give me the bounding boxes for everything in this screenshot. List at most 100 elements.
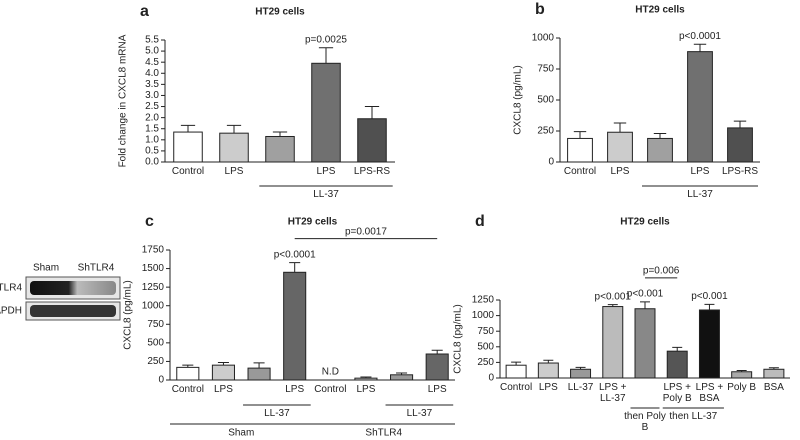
bar: [505, 364, 527, 379]
x-tick-label: LPS-RS: [353, 166, 391, 177]
bar: [354, 377, 378, 381]
blot-band: [30, 281, 116, 295]
y-axis-label: Fold change in CXCL8 mRNA: [118, 34, 129, 167]
error-bar: [318, 47, 334, 64]
bar: [698, 309, 720, 379]
y-tick-label: 2.0: [145, 112, 159, 123]
bar: [283, 271, 307, 381]
x-tick-label: LPS + Poly B: [662, 382, 692, 404]
x-tick-label: LL-37: [567, 382, 594, 393]
bar: [176, 366, 200, 381]
y-tick-label: 4.0: [145, 68, 159, 79]
error-bar: [289, 262, 301, 273]
x-tick-label: LPS + BSA: [695, 382, 724, 404]
blot-lane-label: ShTLR4: [78, 263, 115, 274]
value-label: N.D: [322, 367, 339, 378]
x-tick-label: Control: [171, 384, 204, 395]
x-tick-label-box: LPS: [224, 166, 244, 177]
bar: [537, 362, 559, 379]
bar: [634, 308, 656, 379]
group-label-box: LL-37: [406, 408, 433, 419]
x-tick-label-box: Poly B: [727, 382, 756, 393]
x-tick-label: Control: [499, 382, 533, 393]
group-label-box: LL-37: [264, 408, 290, 419]
error-bar: [613, 122, 627, 133]
x-tick-label: Control: [314, 384, 347, 395]
chart-title: HT29 cells: [255, 7, 305, 18]
y-tick-label: 2.5: [145, 101, 159, 112]
x-tick-label-box: LPS: [611, 166, 630, 177]
y-tick-label: 0.5: [145, 146, 159, 157]
error-bar: [640, 301, 650, 309]
y-tick-label: 1500: [142, 263, 165, 274]
outer-group-label: ShTLR4: [365, 428, 402, 439]
y-tick-label: 1000: [472, 310, 495, 321]
x-tick-label: Control: [563, 166, 597, 177]
x-tick-label: BSA: [763, 382, 784, 393]
bar: [265, 135, 295, 163]
panel-letter: b: [535, 1, 545, 18]
x-tick-label-box: LPS-RS: [721, 166, 759, 177]
error-bar: [733, 120, 747, 128]
western-blot: Sham ShTLR4 TLR4 GAPDH: [0, 263, 121, 321]
x-tick-label-box: Control: [314, 384, 347, 395]
x-tick-label-box: Control: [499, 382, 533, 393]
error-bar: [272, 131, 288, 137]
x-tick-label: LPS: [285, 384, 305, 395]
chart-title: HT29 cells: [620, 217, 670, 228]
group-label: LL-37: [264, 408, 290, 419]
bar: [647, 137, 673, 163]
chart-title: HT29 cells: [288, 217, 338, 228]
bar: [607, 131, 633, 163]
y-tick-label: 1.5: [145, 123, 159, 134]
x-tick-label-box: BSA: [763, 382, 784, 393]
group-label-box: LL-37: [687, 189, 713, 200]
error-bar: [364, 106, 380, 119]
p-value: p<0.001: [691, 291, 728, 302]
x-tick-label: LPS: [356, 384, 376, 395]
x-tick-label: LPS-RS: [721, 166, 759, 177]
group-label-box: LL-37: [313, 189, 339, 200]
x-tick-label-box: LPS: [214, 384, 233, 395]
y-tick-label: 250: [147, 356, 164, 367]
y-tick-label: 250: [477, 357, 494, 368]
y-tick-label: 1000: [142, 300, 165, 311]
bar: [666, 350, 688, 379]
error-bar: [573, 131, 587, 139]
x-tick-label-box: Control: [172, 166, 204, 177]
y-axis-label: CXCL8 (pg/mL): [123, 280, 134, 349]
group-label: LL-37: [406, 408, 433, 419]
bar: [570, 368, 592, 379]
error-bar: [253, 362, 265, 369]
bar: [390, 374, 414, 381]
y-tick-label: 4.5: [145, 57, 159, 68]
y-tick-label: 500: [477, 341, 494, 352]
bar: [311, 62, 341, 163]
panel-letter: a: [140, 3, 149, 20]
p-value: p<0.001: [627, 289, 664, 300]
y-tick-label: 1250: [142, 282, 165, 293]
x-tick-label-box: LPS: [285, 384, 305, 395]
y-tick-label: 500: [147, 337, 164, 348]
error-bar: [431, 349, 443, 354]
panel-letter: d: [475, 213, 485, 230]
error-bar: [226, 124, 242, 134]
y-tick-label: 0: [158, 375, 164, 386]
y-axis-label: CXCL8 (pg/mL): [453, 304, 464, 373]
y-tick-label: 1750: [142, 245, 165, 256]
bar: [687, 51, 713, 163]
blot-lane-label: Sham: [33, 263, 59, 274]
error-bar: [693, 43, 707, 52]
x-tick-label-box: Control: [171, 384, 204, 395]
y-tick-label: 0.0: [145, 157, 159, 168]
panel-letter: c: [145, 213, 154, 230]
chart-title: HT29 cells: [635, 5, 685, 16]
x-tick-label: LPS: [224, 166, 244, 177]
p-value: p<0.0001: [679, 31, 721, 42]
group-label: LL-37: [687, 189, 713, 200]
x-tick-label-box: LPS: [356, 384, 376, 395]
group-label: then LL-37: [669, 411, 718, 422]
x-tick-label-box: LPS + Poly B: [662, 382, 692, 404]
error-bar: [180, 124, 196, 133]
x-tick-label: LPS: [427, 384, 447, 395]
